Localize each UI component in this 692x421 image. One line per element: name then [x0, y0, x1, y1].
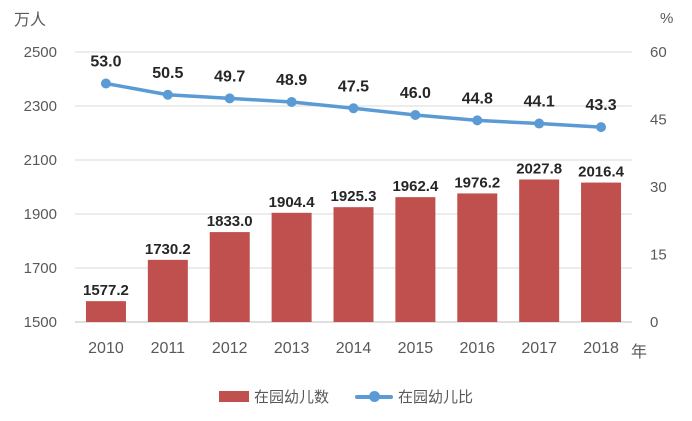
bar-value-label-2012: 1833.0	[207, 213, 253, 230]
bar-2018	[581, 182, 622, 322]
line-marker-2014	[348, 103, 359, 114]
bar-value-label-2013: 1904.4	[269, 194, 316, 211]
line-marker-2012	[224, 93, 235, 104]
right-axis-tick-label: 60	[650, 44, 667, 61]
line-value-label-2012: 49.7	[214, 68, 245, 85]
bar-2011	[147, 259, 188, 322]
right-axis-tick-label: 15	[650, 247, 667, 264]
bar-value-label-2010: 1577.2	[83, 282, 129, 299]
line-value-label-2015: 46.0	[400, 85, 431, 102]
line-marker-2015	[410, 110, 421, 120]
x-axis-tick-label-2016: 2016	[459, 340, 495, 357]
bar-2017	[519, 179, 560, 322]
line-value-label-2018: 43.3	[585, 97, 616, 114]
bar-value-label-2015: 1962.4	[392, 178, 439, 195]
left-axis-tick-label: 2500	[24, 44, 57, 61]
line-swatch-marker-icon	[368, 391, 380, 402]
bar-value-label-2011: 1730.2	[145, 241, 191, 258]
bar-2013	[271, 212, 312, 322]
line-marker-2013	[286, 96, 297, 107]
left-axis-tick-label: 1700	[24, 260, 57, 277]
right-axis-tick-label: 30	[650, 179, 667, 196]
bar-value-label-2018: 2016.4	[578, 164, 625, 181]
right-axis-tick-label: 0	[650, 314, 658, 331]
legend-item-bar-series: 在园幼儿数	[218, 386, 329, 407]
line-marker-2010	[100, 78, 111, 89]
line-marker-2011	[162, 89, 173, 100]
line-value-label-2013: 48.9	[276, 72, 307, 89]
line-value-label-2010: 53.0	[90, 54, 121, 71]
x-axis-tick-label-2011: 2011	[151, 340, 186, 357]
bar-2010	[85, 301, 126, 322]
legend-item-line-series: 在园幼儿比	[355, 386, 473, 407]
line-marker-2016	[472, 115, 483, 126]
right-axis-tick-label: 45	[650, 112, 667, 129]
line-value-label-2016: 44.8	[462, 90, 493, 107]
line-value-label-2014: 47.5	[338, 78, 369, 95]
x-axis-tick-label-2014: 2014	[336, 340, 372, 357]
line-marker-2018	[596, 122, 607, 133]
bar-value-label-2017: 2027.8	[516, 160, 562, 177]
x-axis-tick-label-2013: 2013	[274, 340, 310, 357]
line-value-label-2017: 44.1	[524, 94, 555, 111]
bar-2015	[395, 197, 436, 322]
x-axis-unit-label: 年	[631, 344, 648, 361]
bar-value-label-2014: 1925.3	[331, 188, 377, 205]
bar-2014	[333, 207, 374, 322]
right-axis-unit-label: %	[660, 10, 674, 27]
left-axis-tick-label: 2300	[24, 98, 57, 115]
x-axis-tick-label-2018: 2018	[583, 340, 619, 357]
left-axis-unit-label: 万人	[14, 12, 47, 29]
bar-2016	[457, 193, 498, 322]
x-axis-tick-label-2015: 2015	[398, 340, 434, 357]
bar-series-swatch	[218, 391, 249, 402]
left-axis-tick-label: 1900	[24, 206, 57, 223]
x-axis-tick-label-2017: 2017	[521, 340, 557, 357]
legend: 在园幼儿数 在园幼儿比	[0, 386, 692, 407]
x-axis-tick-label-2010: 2010	[88, 340, 124, 357]
bar-2012	[209, 232, 250, 322]
left-axis-tick-label: 2100	[24, 152, 57, 169]
line-value-label-2011: 50.5	[152, 65, 183, 82]
left-axis-tick-label: 1500	[24, 314, 57, 331]
line-series-label: 在园幼儿比	[398, 389, 474, 406]
x-axis-tick-label-2012: 2012	[212, 340, 248, 357]
bar-value-label-2016: 1976.2	[454, 174, 500, 191]
bar-series-label: 在园幼儿数	[253, 389, 329, 406]
line-marker-2017	[534, 118, 545, 129]
line-series-swatch	[355, 391, 393, 403]
